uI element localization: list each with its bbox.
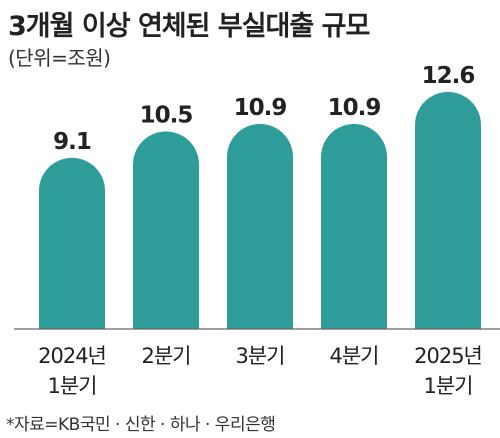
value-label-3: 10.9 (234, 95, 287, 121)
bar-1 (39, 157, 105, 329)
unit-label: (단위=조원) (8, 46, 111, 70)
value-label-1: 9.1 (53, 129, 91, 155)
category-label-5-line-1: 2025년 (414, 344, 482, 368)
value-label-4: 10.9 (328, 95, 381, 121)
bar-5 (415, 92, 481, 329)
value-label-2: 10.5 (140, 103, 193, 129)
bar-3 (227, 123, 293, 329)
category-label-1-line-1: 2024년 (38, 344, 106, 368)
category-label-2-line-1: 2분기 (141, 344, 190, 368)
category-label-5-line-2: 1분기 (423, 374, 472, 398)
category-label-4-line-1: 4분기 (329, 344, 378, 368)
category-label-3-line-1: 3분기 (235, 344, 284, 368)
bar-4 (321, 123, 387, 329)
chart-title: 3개월 이상 연체된 부실대출 규모 (8, 11, 370, 42)
value-label-5: 12.6 (422, 63, 475, 89)
bar-2 (133, 131, 199, 329)
category-label-1-line-2: 1분기 (47, 374, 96, 398)
source-note: *자료=KB국민 · 신한 · 하나 · 우리은행 (6, 415, 276, 435)
